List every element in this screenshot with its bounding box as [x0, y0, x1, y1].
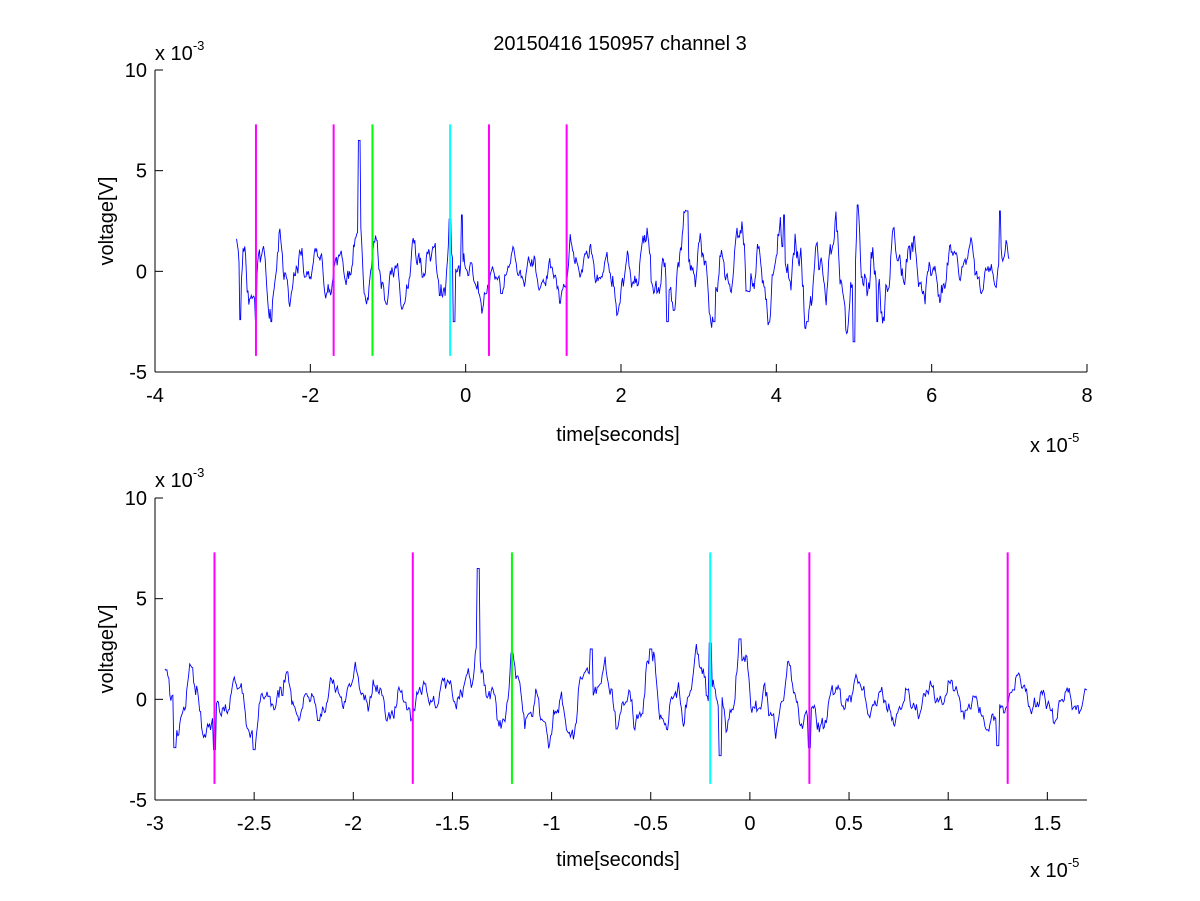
top-x-tick-label: 4 — [771, 385, 782, 407]
top-y-exponent-base: x 10 — [155, 43, 193, 65]
bottom-plot: -3 -2.5 -2 -1.5 -1 -0.5 0 0.5 1 1.5 -5 0 5 10 time[se… — [96, 465, 1088, 882]
top-voltage-trace — [236, 140, 1010, 343]
top-x-exponent-base: x 10 — [1030, 435, 1068, 457]
bottom-x-tick-label: 0.5 — [835, 813, 863, 835]
top-y-exponent: x 10-3 — [155, 38, 204, 65]
top-signal-group — [236, 140, 1010, 343]
bottom-x-tick-label: 0 — [744, 813, 755, 835]
bottom-y-tick-label: 5 — [136, 589, 147, 611]
bottom-ticks: -3 -2.5 -2 -1.5 -1 -0.5 0 0.5 1 1.5 -5 0 5 10 — [125, 488, 1061, 835]
top-y-axis-label: voltage[V] — [96, 177, 118, 266]
top-y-tick-label: 5 — [136, 161, 147, 183]
bottom-x-tick-label: 1 — [943, 813, 954, 835]
bottom-x-tick-label: -1.5 — [435, 813, 469, 835]
top-ticks: -4 -2 0 2 4 6 8 -5 0 5 10 — [125, 60, 1093, 407]
bottom-signal-group — [164, 568, 1088, 757]
bottom-y-tick-label: 0 — [136, 689, 147, 711]
top-x-axis-label: time[seconds] — [556, 424, 679, 446]
bottom-x-exponent: x 10-5 — [1030, 855, 1079, 882]
top-x-tick-label: 2 — [615, 385, 626, 407]
top-x-tick-label: -4 — [146, 385, 164, 407]
bottom-x-tick-label: -0.5 — [634, 813, 668, 835]
bottom-x-exponent-base: x 10 — [1030, 860, 1068, 882]
top-x-tick-label: -2 — [301, 385, 319, 407]
top-plot: -4 -2 0 2 4 6 8 -5 0 5 10 time[seconds] voltage[V]… — [96, 38, 1093, 457]
bottom-y-axis-label: voltage[V] — [96, 605, 118, 694]
top-x-tick-label: 8 — [1081, 385, 1092, 407]
bottom-x-tick-label: -3 — [146, 813, 164, 835]
top-x-tick-label: 6 — [926, 385, 937, 407]
bottom-axes — [154, 498, 1087, 801]
bottom-x-tick-label: -2.5 — [237, 813, 271, 835]
top-y-exponent-power: -3 — [193, 38, 205, 53]
top-x-exponent: x 10-5 — [1030, 430, 1079, 457]
top-x-tick-label: 0 — [460, 385, 471, 407]
top-marker-group — [254, 124, 568, 356]
top-x-exponent-power: -5 — [1068, 430, 1080, 445]
top-y-tick-label: 0 — [136, 261, 147, 283]
bottom-x-tick-label: -2 — [344, 813, 362, 835]
bottom-x-axis-label: time[seconds] — [556, 849, 679, 871]
bottom-x-tick-label: 1.5 — [1033, 813, 1061, 835]
top-y-tick-label: 10 — [125, 60, 147, 82]
bottom-y-tick-label: -5 — [129, 790, 147, 812]
bottom-y-exponent: x 10-3 — [155, 465, 204, 492]
bottom-voltage-trace — [164, 568, 1088, 757]
bottom-x-exponent-power: -5 — [1068, 855, 1080, 870]
bottom-y-exponent-power: -3 — [193, 465, 205, 480]
bottom-x-tick-label: -1 — [543, 813, 561, 835]
bottom-y-exponent-base: x 10 — [155, 470, 193, 492]
figure-title: 20150416 150957 channel 3 — [493, 33, 747, 55]
bottom-y-tick-label: 10 — [125, 488, 147, 510]
bottom-marker-group — [213, 552, 1009, 784]
top-y-tick-label: -5 — [129, 362, 147, 384]
